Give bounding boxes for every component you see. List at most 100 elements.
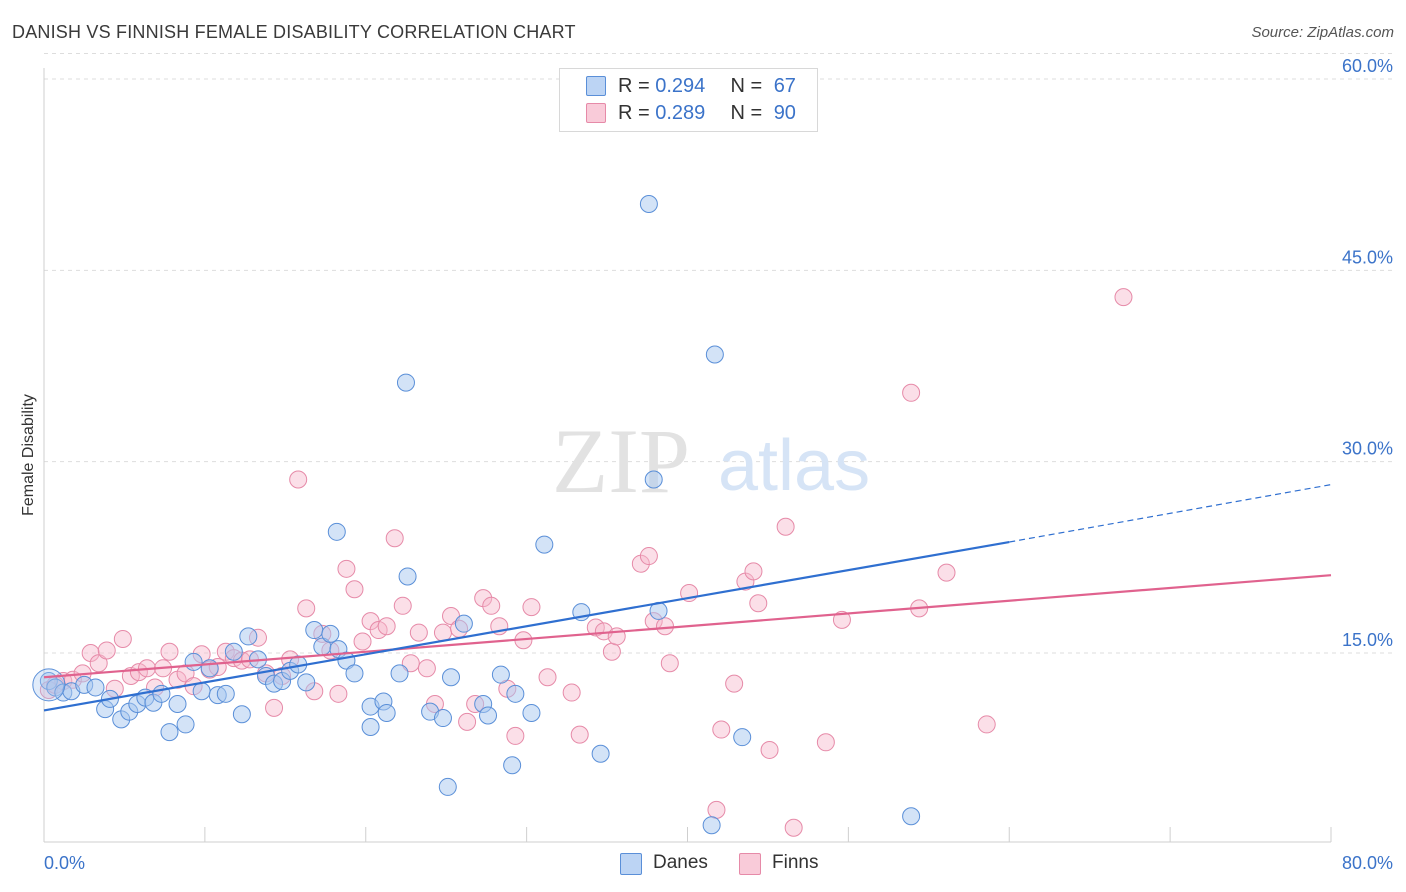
y-tick-label: 60.0% <box>1342 56 1393 76</box>
danes-trend-line <box>43 540 1010 712</box>
finns-point <box>506 726 525 745</box>
danes-point <box>442 668 461 687</box>
y-tick-label: 30.0% <box>1342 439 1393 459</box>
finns-point <box>417 659 436 678</box>
y-axis-label: Female Disability <box>20 394 37 516</box>
danes-point <box>176 715 195 734</box>
finns-points <box>39 288 1133 837</box>
danes-point <box>644 470 663 489</box>
finns-point <box>433 623 452 642</box>
danes-point <box>345 664 364 683</box>
finns-point <box>458 712 477 731</box>
legend-finns-n-label: N = <box>730 102 768 124</box>
danes-point-cluster <box>32 668 66 702</box>
correlation-legend: R = 0.294 N = 67 R = 0.289 N = 90 <box>559 68 818 132</box>
finns-point <box>832 610 851 629</box>
danes-point <box>192 682 211 701</box>
finns-point <box>570 725 589 744</box>
finns-point <box>538 668 557 687</box>
danes-legend-swatch <box>620 853 642 875</box>
danes-point <box>224 642 243 661</box>
danes-point <box>705 345 724 364</box>
finns-point <box>393 596 412 615</box>
finns-point <box>784 818 803 837</box>
x-tick-label-min: 0.0% <box>44 853 85 873</box>
danes-point <box>902 807 921 826</box>
finns-point <box>409 623 428 642</box>
danes-point <box>591 744 610 763</box>
finns-point <box>776 517 795 536</box>
danes-point <box>86 678 105 697</box>
danes-point <box>398 567 417 586</box>
y-tick-label: 15.0% <box>1342 630 1393 650</box>
danes-legend-label: Danes <box>653 852 708 873</box>
finns-trend-line <box>43 574 1332 679</box>
danes-point <box>239 627 258 646</box>
legend-finns-n-value: 90 <box>773 102 796 124</box>
danes-point <box>361 717 380 736</box>
watermark-zip: ZIP <box>552 410 690 512</box>
danes-point <box>433 709 452 728</box>
legend-finns-r-label: R = <box>618 102 656 124</box>
finns-point <box>160 642 179 661</box>
danes-point <box>479 706 498 725</box>
finns-point <box>1114 288 1133 307</box>
finns-point <box>816 733 835 752</box>
danes-point <box>454 614 473 633</box>
chart-source: Source: ZipAtlas.com <box>1251 24 1394 41</box>
danes-point <box>377 703 396 722</box>
danes-point <box>327 522 346 541</box>
chart-title: DANISH VS FINNISH FEMALE DISABILITY CORR… <box>12 22 576 42</box>
finns-point <box>329 684 348 703</box>
y-axis-tick-labels: 15.0% 30.0% 45.0% 60.0% <box>1342 56 1393 650</box>
danes-point <box>160 723 179 742</box>
finns-point <box>744 562 763 581</box>
finns-point <box>655 617 674 636</box>
finns-point <box>760 740 779 759</box>
danes-point <box>184 652 203 671</box>
finns-point <box>113 629 132 648</box>
finns-swatch <box>586 103 606 123</box>
danes-point <box>733 728 752 747</box>
finns-point <box>377 617 396 636</box>
finns-point <box>89 654 108 673</box>
finns-point <box>337 559 356 578</box>
legend-danes-r-label: R = <box>618 75 656 97</box>
danes-point <box>503 756 522 775</box>
danes-point <box>535 535 554 554</box>
finns-point <box>977 715 996 734</box>
finns-point <box>725 674 744 693</box>
legend-danes-r-value: 0.294 <box>655 75 706 97</box>
finns-point <box>482 596 501 615</box>
danes-point <box>522 703 541 722</box>
finns-point <box>639 547 658 566</box>
danes-swatch <box>586 76 606 96</box>
danes-points <box>32 195 921 835</box>
finns-point <box>712 720 731 739</box>
trend-lines <box>43 484 1332 712</box>
danes-point <box>200 659 219 678</box>
finns-point <box>353 632 372 651</box>
watermark-atlas: atlas <box>718 426 870 506</box>
finns-point <box>602 642 621 661</box>
finns-point <box>385 529 404 548</box>
danes-point <box>168 695 187 714</box>
legend-danes-n-value: 67 <box>773 75 796 97</box>
finns-point <box>902 383 921 402</box>
danes-point <box>438 777 457 796</box>
finns-legend-swatch <box>739 853 761 875</box>
x-axis-ticks <box>43 827 1332 842</box>
danes-point <box>321 624 340 643</box>
danes-point <box>390 664 409 683</box>
finns-point <box>265 698 284 717</box>
danes-point <box>702 816 721 835</box>
x-tick-label-max: 80.0% <box>1342 853 1393 873</box>
y-tick-label: 45.0% <box>1342 247 1393 267</box>
finns-point <box>345 580 364 599</box>
finns-point <box>562 683 581 702</box>
danes-point <box>396 373 415 392</box>
legend-danes-n-label: N = <box>730 75 768 97</box>
finns-point <box>289 470 308 489</box>
finns-point <box>660 654 679 673</box>
